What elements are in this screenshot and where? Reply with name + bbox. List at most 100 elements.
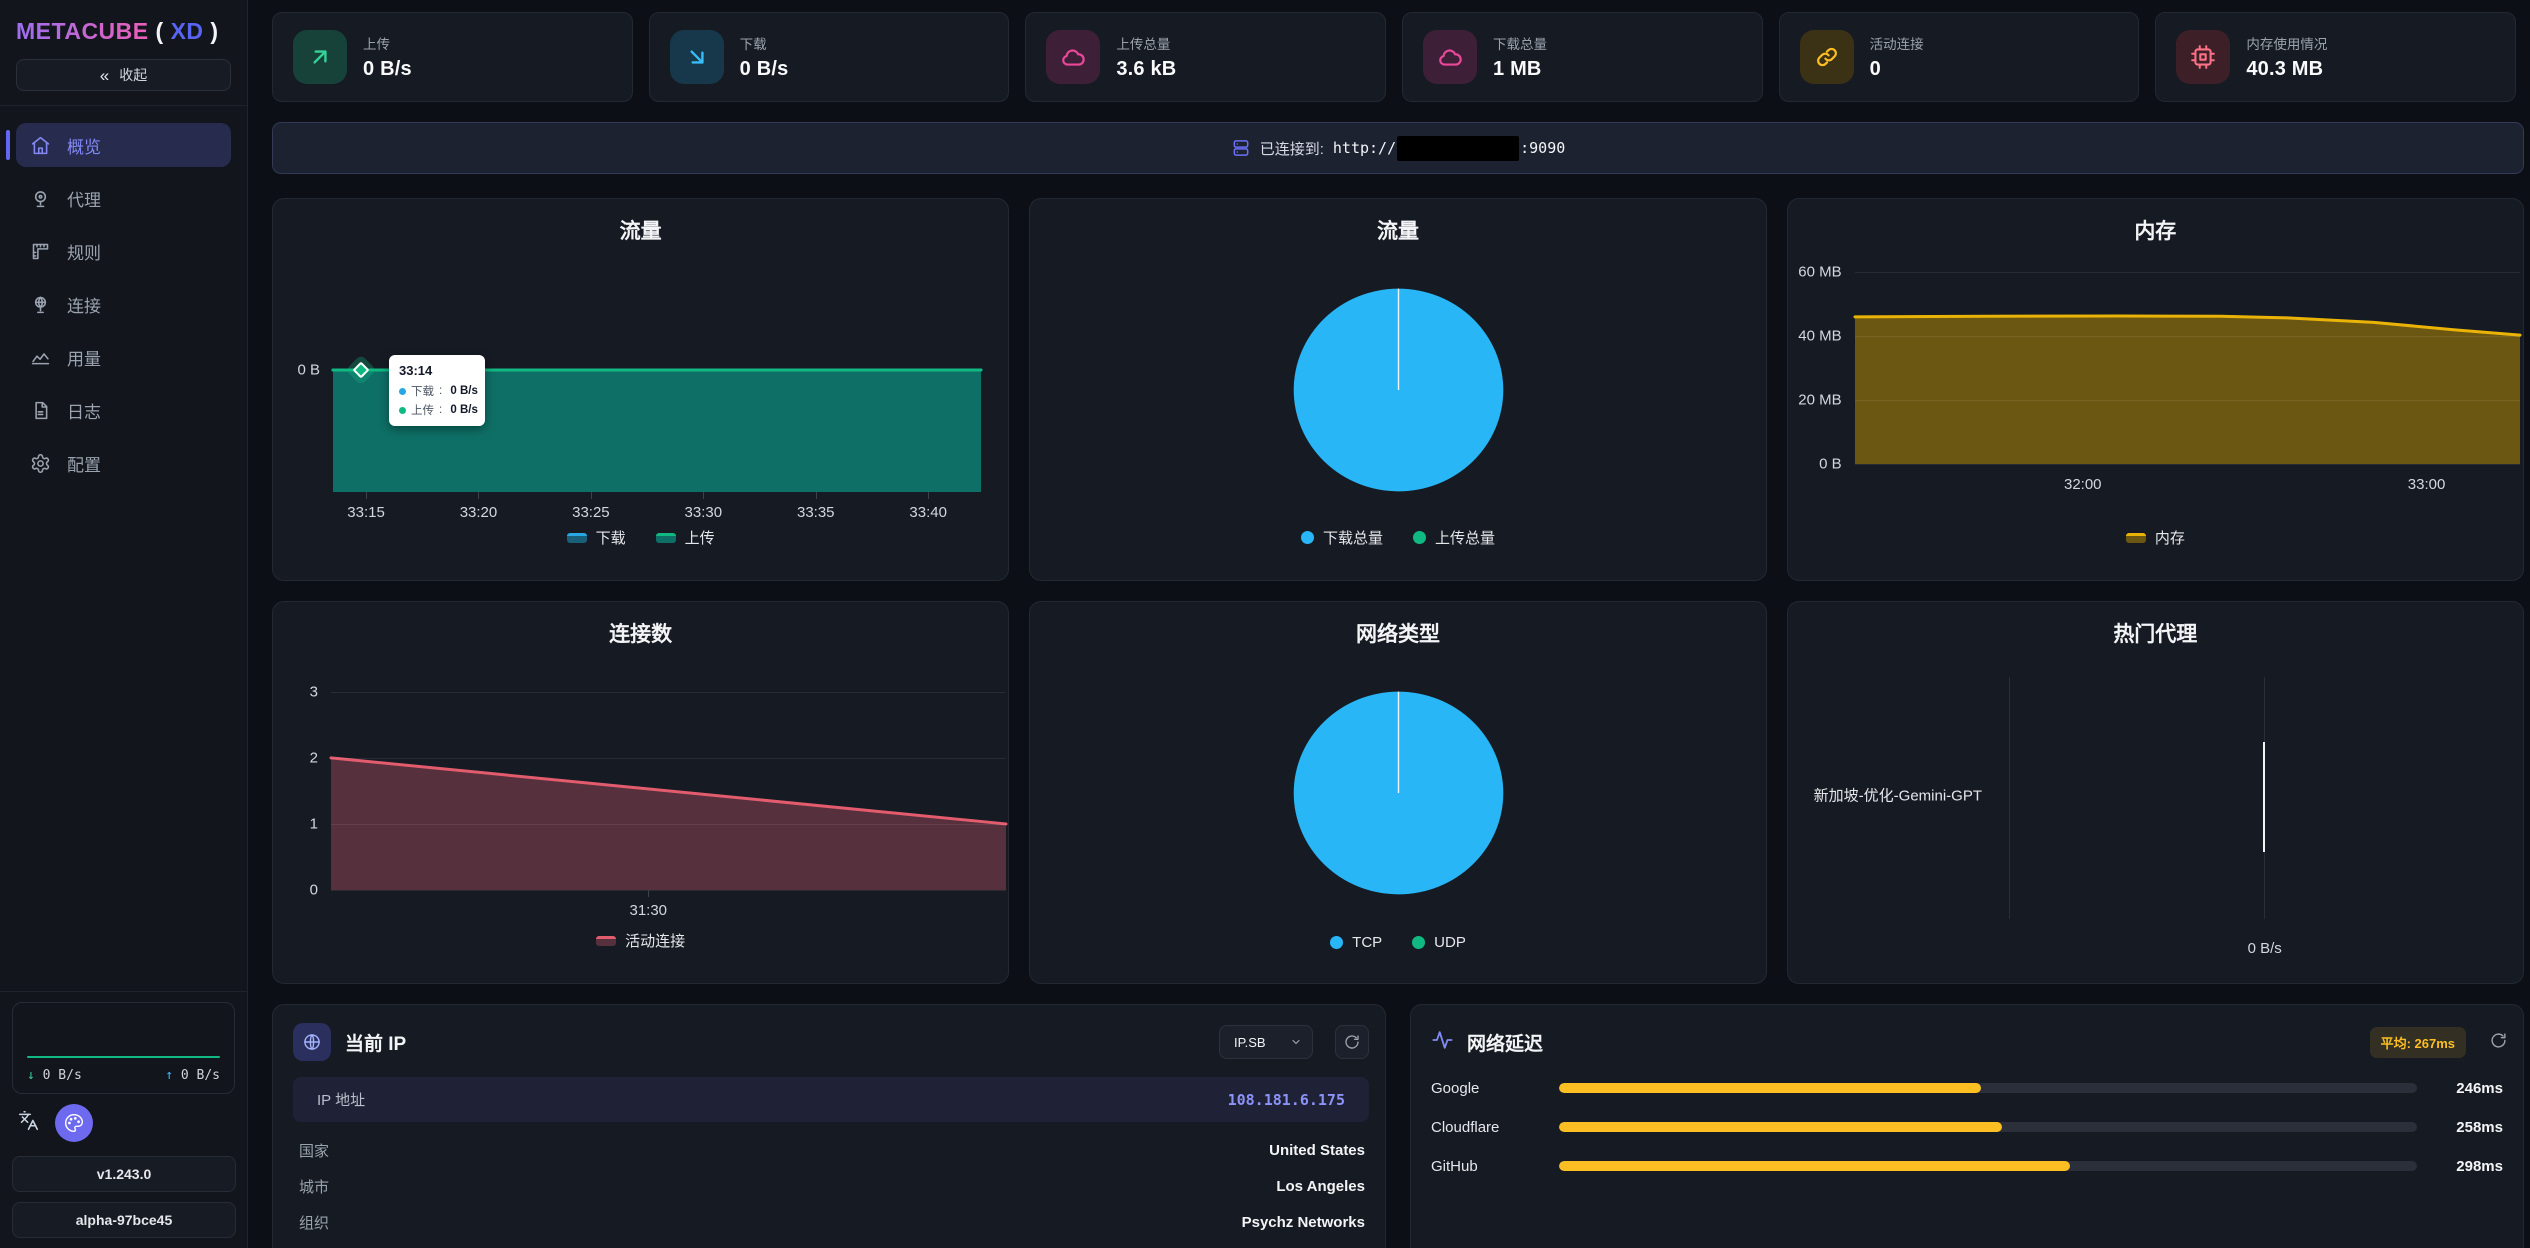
ip-provider-select[interactable]: IP.SB <box>1219 1025 1313 1059</box>
chart-tooltip: 33:14 下载: 0 B/s 上传: 0 B/s <box>389 355 485 426</box>
x-tick-mark <box>703 492 705 499</box>
chart-title: 网络类型 <box>1355 623 1440 646</box>
sidebar-item-connections[interactable]: 连接 <box>16 282 231 326</box>
sidebar-item-rules[interactable]: 规则 <box>16 229 231 273</box>
divider <box>0 105 247 106</box>
y-tick-label: 2 <box>309 749 318 767</box>
current-ip-panel: 当前 IP IP.SB IP 地址 108.181.6.175 国家 United… <box>272 1004 1386 1248</box>
sidebar-item-usage[interactable]: 用量 <box>16 335 231 379</box>
gridline <box>2008 677 2010 919</box>
speed-sparkline-box: ↓ 0 B/s ↑ 0 B/s <box>12 1002 235 1094</box>
download-dot <box>399 387 406 395</box>
latency-bar-track <box>1559 1122 2417 1132</box>
y-tick-label: 0 B <box>297 361 320 379</box>
theme-button[interactable] <box>55 1104 93 1142</box>
x-tick-label: 31:30 <box>629 902 668 919</box>
legend-item-tcp[interactable]: TCP <box>1330 934 1382 951</box>
activity-icon <box>1432 1030 1453 1049</box>
x-tick-label: 33:00 <box>2407 476 2446 493</box>
usage-chart-icon <box>31 352 50 364</box>
x-tick-label: 33:25 <box>572 504 610 521</box>
stats-row: 上传 0 B/s 下载 0 B/s 上传总量 3.6 kB 下载总量 1 MB 活动连接… <box>272 12 2516 102</box>
language-button[interactable] <box>18 1110 39 1136</box>
file-text-icon <box>35 401 48 419</box>
chart-card-traffic-line: 流量 33:14 下载: 0 B/s 上传: 0 B/s 0 B 33:15 33:… <box>272 198 1010 581</box>
legend-item-udp[interactable]: UDP <box>1412 934 1466 951</box>
latency-bar-track <box>1559 1083 2417 1093</box>
network-latency-panel: 网络延迟 平均: 267ms Google 246ms Cloudflare 2… <box>1410 1004 2524 1248</box>
y-tick-label: 1 <box>309 815 318 833</box>
x-tick-mark <box>648 890 650 897</box>
chart-legend: 活动连接 <box>273 930 1008 951</box>
version-button[interactable]: v1.243.0 <box>12 1156 236 1192</box>
stat-card-active-connections: 活动连接 0 <box>1778 12 2140 102</box>
latency-row-github: GitHub 298ms <box>1431 1157 2503 1175</box>
organization-row: 组织 Psychz Networks <box>299 1213 1365 1232</box>
legend-item-upload-total[interactable]: 上传总量 <box>1412 527 1495 548</box>
traffic-line-plot: 33:14 下载: 0 B/s 上传: 0 B/s 0 B 33:15 33:20 3… <box>297 259 981 521</box>
chart-legend: 下载总量 上传总量 <box>1030 527 1765 548</box>
y-tick-label: 0 <box>309 881 318 899</box>
chart-card-traffic-pie: 流量 下载总量 上传总量 <box>1029 198 1767 581</box>
cpu-icon <box>2191 45 2216 69</box>
down-arrow-icon: ↓ <box>27 1068 35 1083</box>
sidebar-footer: ↓ 0 B/s ↑ 0 B/s v1.243.0 alpha-97bce45 <box>0 977 247 1248</box>
latency-bar-fill <box>1559 1161 2071 1171</box>
chart-legend: 下载 上传 <box>273 527 1008 548</box>
translate-icon <box>18 1110 39 1131</box>
proxy-bar <box>2262 742 2265 852</box>
panel-title: 网络延迟 <box>1467 1033 1544 1055</box>
legend-item-memory[interactable]: 内存 <box>2125 527 2185 548</box>
link-icon <box>1816 47 1837 67</box>
backend-url: http://:9090 <box>1333 135 1565 161</box>
country-row: 国家 United States <box>299 1141 1365 1160</box>
stat-card-download-total: 下载总量 1 MB <box>1401 12 1763 102</box>
redacted-host <box>1397 135 1520 161</box>
brand-tag: XD <box>170 18 204 44</box>
average-latency-badge: 平均: 267ms <box>2369 1026 2466 1058</box>
sidebar-item-overview[interactable]: 概览 <box>6 123 231 167</box>
sidebar-item-proxies[interactable]: 代理 <box>16 176 231 220</box>
build-button[interactable]: alpha-97bce45 <box>12 1202 236 1238</box>
y-gridline <box>1854 464 2520 465</box>
connection-status-banner: 已连接到: http://:9090 <box>272 122 2524 174</box>
chart-title: 内存 <box>2134 220 2177 243</box>
ip-address-value: 108.181.6.175 <box>1227 1090 1345 1109</box>
chart-title: 热门代理 <box>2113 623 2198 646</box>
proxy-category-label: 新加坡-优化-Gemini-GPT <box>1813 787 1982 805</box>
sidebar-nav: 概览 代理 规则 连接 用量 日志 配置 <box>0 106 247 494</box>
legend-item-download-total[interactable]: 下载总量 <box>1300 527 1383 548</box>
upload-dot <box>399 406 406 414</box>
divider <box>0 991 247 992</box>
legend-item-upload[interactable]: 上传 <box>655 527 715 548</box>
refresh-latency-button[interactable] <box>2490 1032 2507 1052</box>
latency-row-google: Google 246ms <box>1431 1079 2503 1097</box>
palette-icon <box>64 1113 84 1133</box>
x-tick-label: 33:15 <box>347 504 385 521</box>
sidebar-collapse-button[interactable]: « 收起 <box>16 59 231 91</box>
x-tick-label: 32:00 <box>2063 476 2102 493</box>
network-type-pie <box>1292 690 1505 896</box>
app-logo: METACUBE ( XD ) <box>16 18 219 44</box>
home-icon <box>31 136 50 154</box>
refresh-ip-button[interactable] <box>1335 1025 1369 1059</box>
sidebar-item-config[interactable]: 配置 <box>16 441 231 485</box>
sidebar-item-logs[interactable]: 日志 <box>16 388 231 432</box>
chart-card-connections: 连接数 3 2 1 0 31:30 活动连接 <box>272 601 1009 984</box>
charts-grid: 流量 33:14 下载: 0 B/s 上传: 0 B/s 0 B 33:15 33:… <box>272 198 2524 984</box>
download-speed: ↓ 0 B/s <box>27 1068 82 1083</box>
brand-name: METACUBE <box>16 18 149 44</box>
legend-item-active-connections[interactable]: 活动连接 <box>596 930 685 951</box>
x-tick-mark <box>590 492 592 499</box>
y-tick-label: 20 MB <box>1798 391 1842 409</box>
y-gridline <box>331 890 1006 891</box>
chart-title: 流量 <box>1376 220 1419 243</box>
memory-plot: 60 MB 40 MB 20 MB 0 B 32:00 33:00 <box>1798 252 2520 493</box>
chart-title: 流量 <box>619 220 662 243</box>
legend-item-download[interactable]: 下载 <box>566 527 626 548</box>
latency-bar-track <box>1559 1161 2417 1171</box>
chart-card-memory: 内存 60 MB 40 MB 20 MB 0 B 32:00 33:00 内存 <box>1786 198 2524 581</box>
x-tick-label: 33:35 <box>796 504 835 521</box>
server-icon <box>1233 140 1249 156</box>
stat-card-download: 下载 0 B/s <box>648 12 1010 102</box>
